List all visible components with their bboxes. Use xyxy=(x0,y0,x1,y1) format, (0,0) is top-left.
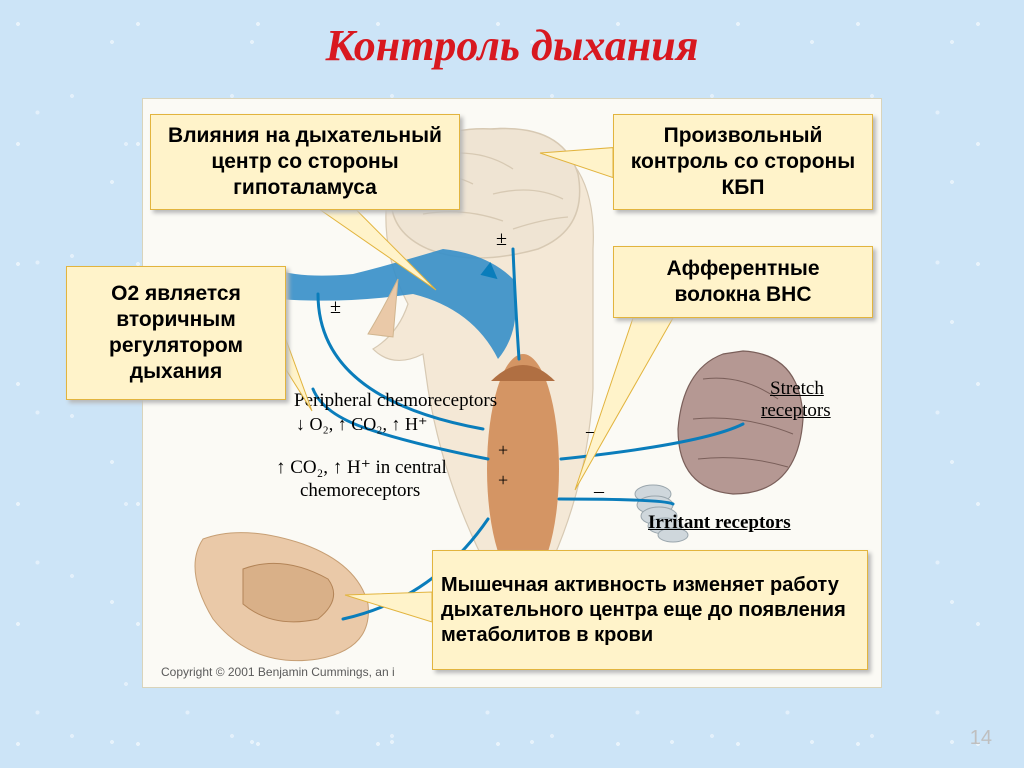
callout-voluntary: Произвольный контроль со стороны КБП xyxy=(613,114,873,210)
label-stretch2: receptors xyxy=(761,400,831,422)
callout-hypothalamus: Влияния на дыхательный центр со стороны … xyxy=(150,114,460,210)
label-pm1: ± xyxy=(496,228,507,251)
label-pm2: ± xyxy=(330,296,341,319)
label-central1: ↑ CO₂, ↑ H⁺ in central xyxy=(276,456,447,479)
callout-muscle: Мышечная активность изменяет работу дыха… xyxy=(432,550,868,670)
page-number: 14 xyxy=(970,727,992,750)
slide-title: Контроль дыхания xyxy=(0,20,1024,71)
lung-shape xyxy=(678,351,803,494)
label-minus1: – xyxy=(586,420,596,443)
label-plus2: + xyxy=(498,470,508,491)
label-periph2: ↓ O₂, ↑ CO₂, ↑ H⁺ xyxy=(296,414,428,435)
arm-shape xyxy=(195,533,368,661)
label-stretch1: Stretch xyxy=(770,378,824,400)
callout-o2-secondary: О2 является вторичным регулятором дыхани… xyxy=(66,266,286,400)
label-minus2: – xyxy=(594,480,604,503)
label-plus1: + xyxy=(498,440,508,461)
label-central2: chemoreceptors xyxy=(300,480,420,502)
copyright-text: Copyright © 2001 Benjamin Cummings, an i xyxy=(161,665,395,679)
label-irritant: Irritant receptors xyxy=(648,512,791,534)
callout-afferent: Афферентные волокна ВНС xyxy=(613,246,873,318)
label-periph: Peripheral chemoreceptors xyxy=(294,390,497,412)
